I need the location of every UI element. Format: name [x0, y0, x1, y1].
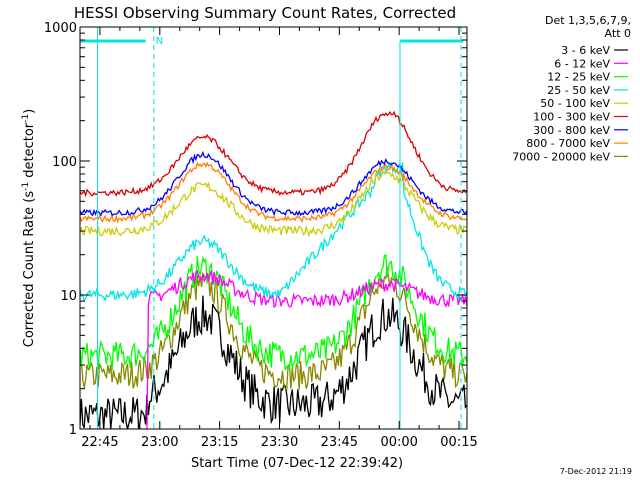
y-axis-label-sup: -1 — [21, 114, 31, 123]
series-line-green — [80, 253, 467, 371]
y-tick-label: 10 — [60, 289, 77, 304]
x-tick-label: 23:00 — [141, 435, 178, 450]
series-line-blue — [80, 150, 467, 217]
legend-label: 7000 - 20000 keV — [512, 150, 610, 163]
y-axis-label: Corrected Count Rate (s-1 detector-1) — [21, 109, 37, 347]
x-tick-label: 23:15 — [201, 435, 238, 450]
y-axis-label-sup: -1 — [21, 182, 31, 191]
y-axis-label-part: Corrected Count Rate (s — [22, 191, 37, 348]
x-tick-label: 00:00 — [380, 435, 417, 450]
y-axis-label-part: ) — [22, 109, 37, 114]
series-line-orange — [80, 161, 467, 224]
x-tick-label: 23:45 — [321, 435, 358, 450]
y-axis-label-part: detector — [22, 122, 37, 182]
legend-label: 300 - 800 keV — [533, 124, 610, 137]
y-tick-label: 100 — [52, 155, 77, 170]
x-axis-label: Start Time (07-Dec-12 22:39:42) — [191, 456, 403, 471]
legend-header-attenuator: Att 0 — [605, 27, 631, 40]
series-line-black — [80, 295, 467, 429]
plot-frame — [79, 26, 468, 430]
series-line-cyan — [80, 161, 467, 303]
chart-title: HESSI Observing Summary Count Rates, Cor… — [74, 4, 456, 22]
series-line-magenta — [80, 269, 467, 429]
legend-label: 50 - 100 keV — [540, 97, 610, 110]
y-tick-label: 1 — [69, 423, 77, 438]
legend-label: 100 - 300 keV — [533, 111, 610, 124]
x-tick-label: 22:45 — [81, 435, 118, 450]
series-layer — [80, 110, 467, 429]
y-tick-label: 1000 — [44, 21, 77, 36]
x-tick-label: 00:15 — [440, 435, 477, 450]
legend-label: 6 - 12 keV — [554, 57, 610, 70]
footer-date: 7-Dec-2012 21:19 — [560, 467, 632, 476]
series-line-red — [80, 110, 467, 198]
legend-label: 800 - 7000 keV — [526, 137, 610, 150]
legend-label: 25 - 50 keV — [547, 84, 610, 97]
x-tick-label: 23:30 — [261, 435, 298, 450]
legend-label: 12 - 25 keV — [547, 71, 610, 84]
flag-label: N — [156, 36, 163, 47]
legend-header-detectors: Det 1,3,5,6,7,9, — [545, 14, 631, 27]
axis-layer: 22:45 23:00 23:15 23:30 23:45 00:00 00:15 1 10 10… — [44, 21, 478, 450]
legend-label: 3 - 6 keV — [561, 44, 610, 57]
marker-layer: N — [80, 27, 463, 429]
series-line-yellow — [80, 169, 467, 238]
